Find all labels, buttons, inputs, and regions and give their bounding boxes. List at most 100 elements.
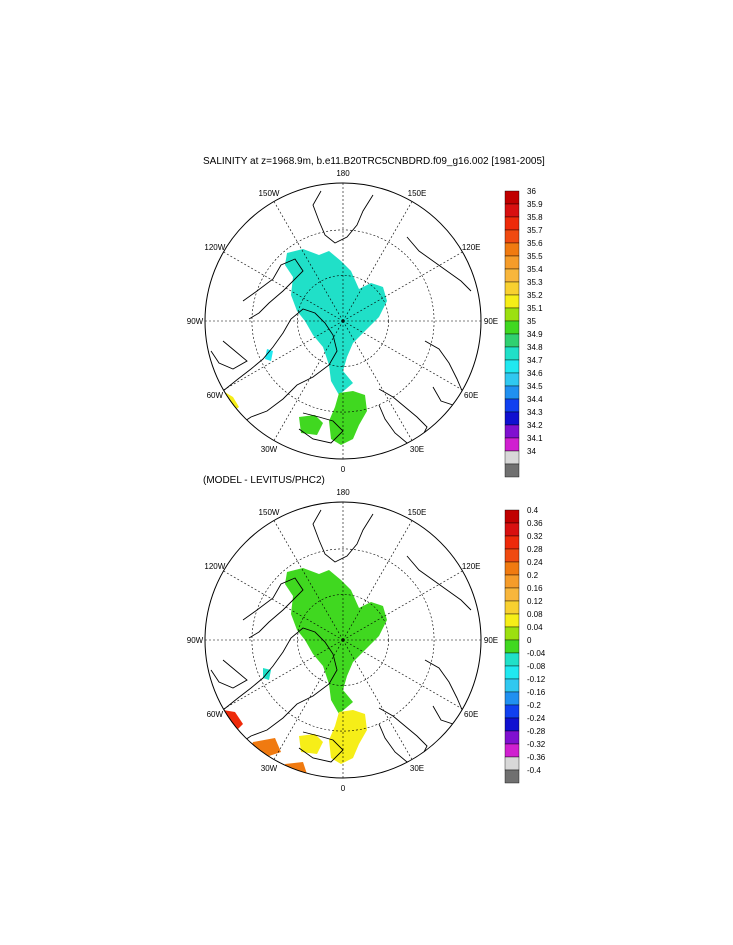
lon-label: 150W [259,508,280,517]
colorbar-label: 35.6 [527,239,543,248]
meridian-line [273,520,344,641]
lon-label: 60E [464,391,478,400]
colorbar-label: 34.1 [527,434,543,443]
colorbar-label: 34.2 [527,421,543,430]
colorbar-swatch [504,665,520,680]
map-boundary [204,501,482,779]
colorbar-label: 0.2 [527,571,539,580]
panel-1-title: SALINITY at z=1968.9m, b.e11.B20TRC5CNBD… [203,156,545,167]
meridian-line [342,320,413,441]
latitude-circle [297,275,389,367]
difference-colorbar: 0.4 0.36 0.32 0.28 0.24 0.2 0.16 0.12 0.08 0.04 0 -… [504,506,546,784]
lon-label: 90E [484,636,498,645]
lon-label: 60W [207,391,224,400]
lon-label: 30E [410,445,424,454]
meridian-line [273,639,344,760]
iceland-field-region [299,734,323,754]
colorbar-swatch [504,626,520,641]
colorbar-label: 0.12 [527,597,543,606]
colorbar-label: 0.16 [527,584,543,593]
coastline-1 [242,258,304,320]
colorbar-swatch [504,652,520,667]
colorbar-swatch [504,769,520,784]
lon-label: 150W [259,189,280,198]
colorbar-swatch [504,678,520,693]
colorbar-label: 35.9 [527,200,543,209]
colorbar-swatch [504,756,520,771]
latitude-circle [251,229,435,413]
meridian-line [223,639,344,710]
iceland-field-region [299,415,323,435]
lon-label: 150E [408,508,427,517]
colorbar-label: 34.9 [527,330,543,339]
map-boundary [204,182,482,460]
colorbar-swatch [504,600,520,615]
coastline-2 [312,509,374,563]
colorbar-swatch [504,613,520,628]
coastline-3 [406,555,472,611]
colorbar-label: 35.2 [527,291,543,300]
colorbar-label: 0.36 [527,519,543,528]
lon-label: 120E [462,243,481,252]
colorbar-label: 0.32 [527,532,543,541]
atlantic-field-region [329,391,367,445]
colorbar-swatch [504,730,520,745]
coastline-1 [242,577,304,639]
meridian-line [342,251,463,322]
colorbar-swatch [504,307,520,322]
lon-label: 90E [484,317,498,326]
colorbar-label: -0.04 [527,649,546,658]
colorbar-label: 35.1 [527,304,543,313]
meridian-line [273,320,344,441]
colorbar-swatch [504,704,520,719]
lon-label: 30W [261,445,278,454]
latitude-circle [297,594,389,686]
colorbar-swatch [504,203,520,218]
coastline-5 [424,659,464,725]
coastline-5 [424,340,464,406]
colorbar-label: 34.7 [527,356,543,365]
colorbar-label: 35 [527,317,536,326]
lon-label: 0 [341,784,346,793]
colorbar-swatch [504,320,520,335]
lon-label: 90W [187,636,204,645]
colorbar-label: 34.5 [527,382,543,391]
colorbar-label: 35.3 [527,278,543,287]
colorbar-swatch [504,255,520,270]
colorbar-label: -0.24 [527,714,546,723]
colorbar-label: 35.7 [527,226,543,235]
coastline-3 [406,236,472,292]
latitude-circle [251,548,435,732]
meridian-line [223,320,344,391]
orange-field-region [249,738,281,758]
salinity-colorbar: 36 35.9 35.8 35.7 35.6 35.5 35.4 35.3 35.2 35.1 35… [504,187,543,478]
colorbar-swatch [504,242,520,257]
colorbar-label: 0.04 [527,623,543,632]
colorbar-swatch [504,548,520,563]
meridian-line [342,639,413,760]
colorbar-swatch [504,691,520,706]
colorbar-label: 0.24 [527,558,543,567]
lon-label: 0 [341,465,346,474]
colorbar-label: -0.2 [527,701,541,710]
colorbar-swatch [504,190,520,205]
lon-label: 30W [261,764,278,773]
meridian-line [223,570,344,641]
colorbar-swatch [504,450,520,465]
coastline-7 [210,340,248,370]
main-field-region [285,568,387,714]
colorbar-swatch [504,639,520,654]
lon-label: 120E [462,562,481,571]
difference-polar-map: 180 150E 120E 90E 60E 30E 0 30W 60W 90W 120W 150W [187,488,498,793]
colorbar-label: -0.36 [527,753,546,762]
colorbar-label: 35.8 [527,213,543,222]
colorbar-swatch [504,398,520,413]
meridian-line [342,320,463,391]
lon-label: 120W [204,243,225,252]
lon-label: 150E [408,189,427,198]
lon-label: 120W [204,562,225,571]
colorbar-swatch [504,333,520,348]
colorbar-label: -0.28 [527,727,546,736]
lon-label: 90W [187,317,204,326]
colorbar-label: -0.32 [527,740,546,749]
